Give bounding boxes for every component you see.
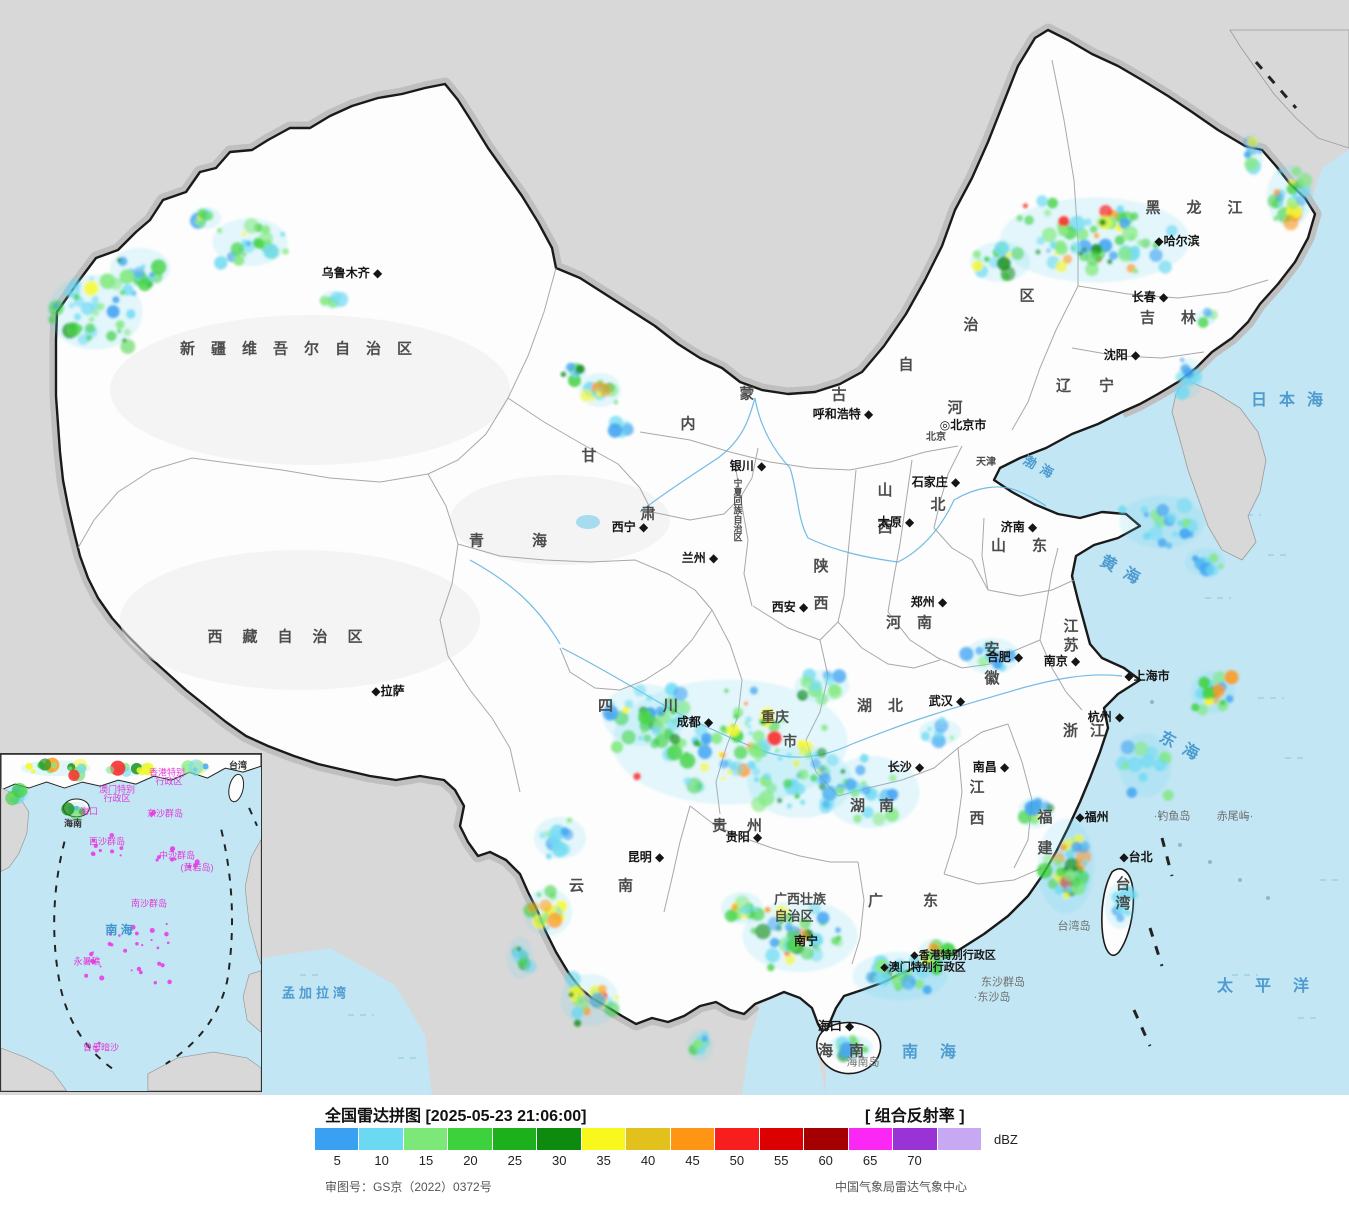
inset-borneo (147, 1051, 261, 1091)
colorbar-segment (315, 1128, 359, 1150)
unit-label: dBZ (994, 1132, 1018, 1147)
inset-philippines-south (242, 970, 261, 1033)
colorbar-tick: 50 (729, 1153, 745, 1168)
product-label: [ 组合反射率 ] (865, 1108, 965, 1125)
reflectivity-colorbar (315, 1128, 982, 1150)
inset-taiwan (228, 773, 245, 803)
colorbar-tick: 55 (774, 1153, 789, 1168)
colorbar-tick: 15 (418, 1153, 434, 1168)
colorbar-segment (759, 1128, 804, 1150)
colorbar-segment (715, 1128, 759, 1150)
china-basemap (47, 23, 1349, 1095)
colorbar-segment (893, 1128, 937, 1150)
tonkin-gulf-area (742, 990, 826, 1095)
radar-map: 新疆维吾尔自治区 西藏自治区 青海甘肃内蒙古自治区黑龙江 吉林 辽宁河北山西 山东 陕西 河南… (0, 0, 1349, 1095)
inset-nine-dash-line (53, 807, 258, 1071)
inset-basemap (1, 754, 261, 1091)
inset-malay (1, 1047, 68, 1091)
terrain-relief (110, 315, 670, 690)
china-national-border (54, 28, 1317, 1040)
east-sea-area (826, 150, 1349, 1095)
colorbar-tick (937, 1153, 981, 1168)
colorbar-segment (448, 1128, 492, 1150)
colorbar-ticks: 5 10 15 20 25 30 35 40 45 50 55 60 65 70 (315, 1153, 981, 1168)
colorbar-tick: 70 (907, 1153, 922, 1168)
maritime-boundary-dashes (1132, 61, 1298, 1047)
colorbar-segment (581, 1128, 626, 1150)
inset-radar-echoes (5, 757, 210, 820)
colorbar-segment (359, 1128, 403, 1150)
colorbar-segment (848, 1128, 893, 1150)
colorbar-tick: 10 (374, 1153, 389, 1168)
colorbar-tick: 25 (507, 1153, 523, 1168)
license-text: 审图号：GS京（2022）0372号 (325, 1180, 492, 1194)
sea-wave-marks (300, 514, 1342, 1059)
radar-echo-layer (47, 134, 1313, 1063)
colorbar-tick: 5 (333, 1153, 341, 1168)
colorbar-segment (804, 1128, 848, 1150)
small-islands (1150, 700, 1270, 900)
russia-corner-landmass (1229, 29, 1349, 149)
colorbar-tick: 30 (552, 1153, 567, 1168)
bengal-bay-area (262, 948, 432, 1095)
korea-landmass (1171, 379, 1267, 561)
colorbar-tick: 65 (862, 1153, 878, 1168)
credit-text: 中国气象局雷达气象中心 (835, 1180, 968, 1194)
colorbar-tick: 35 (596, 1153, 611, 1168)
south-china-sea-inset: 台湾 香港特别 行政区 澳门特别 行政区 海口 海南 东沙群岛 西沙群岛 中沙群岛 (黄岩岛) 南沙群… (0, 753, 262, 1092)
inset-philippines (244, 838, 261, 965)
legend-panel: 全国雷达拼图 [2025-05-23 21:06:00] [ 组合反射率 ] 5… (0, 1095, 1349, 1208)
colorbar-segment (537, 1128, 581, 1150)
colorbar-segment (492, 1128, 537, 1150)
colorbar-tick: 20 (463, 1153, 478, 1168)
colorbar-tick: 40 (640, 1153, 656, 1168)
colorbar-segment (937, 1128, 982, 1150)
colorbar-segment (670, 1128, 715, 1150)
colorbar-segment (403, 1128, 448, 1150)
colorbar-segment (626, 1128, 670, 1150)
colorbar-tick: 45 (685, 1153, 700, 1168)
qinghai-lake (576, 515, 600, 529)
map-title: 全国雷达拼图 [2025-05-23 21:06:00] (325, 1108, 587, 1125)
colorbar-tick: 60 (818, 1153, 833, 1168)
inset-island-dots (84, 810, 200, 1053)
